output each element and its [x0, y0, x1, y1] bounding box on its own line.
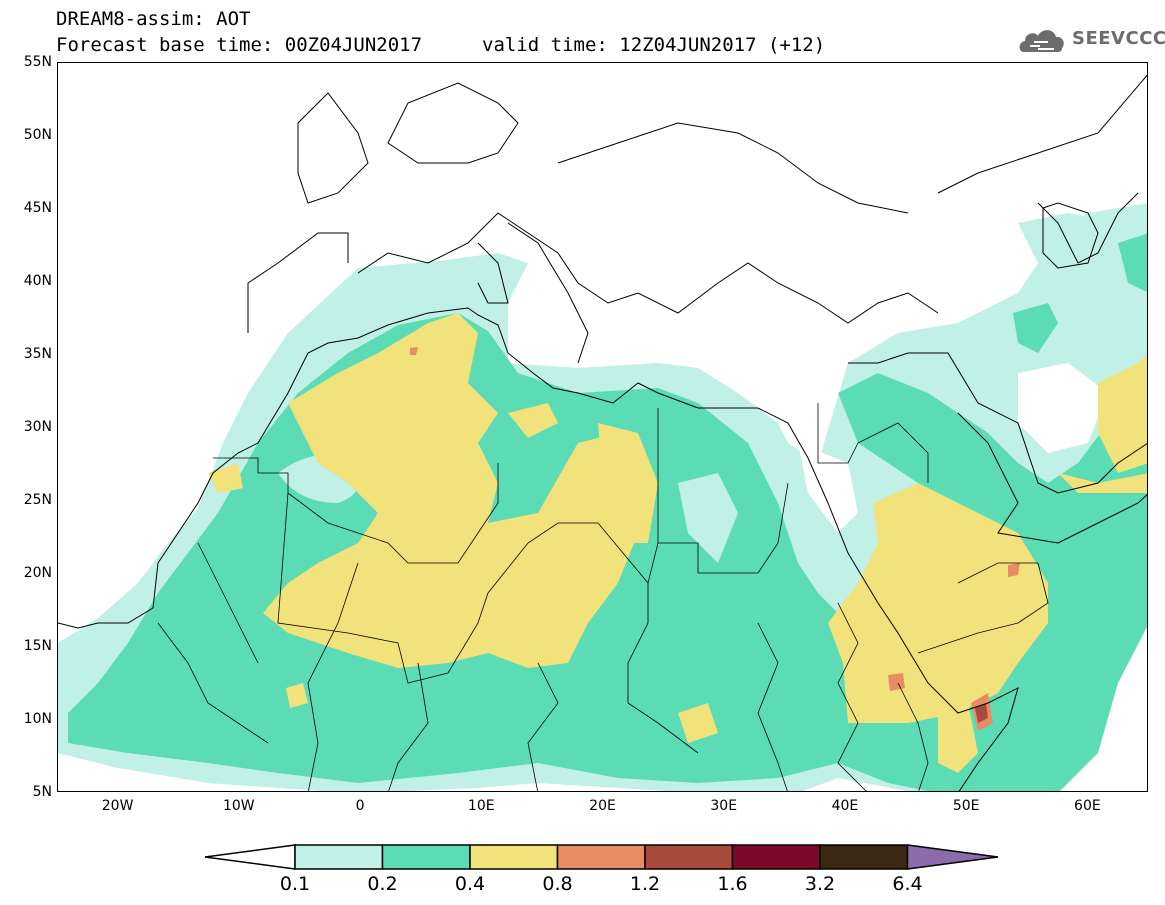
lon-label: 50E: [952, 798, 980, 814]
map-panel: [57, 62, 1148, 792]
lat-label: 20N: [23, 565, 52, 581]
colorbar-level-label: 0.4: [454, 873, 486, 895]
colorbar-level-label: 3.2: [804, 873, 836, 895]
lon-label: 60E: [1074, 798, 1101, 814]
borders: [157, 403, 1049, 791]
colorbar-segment: [644, 844, 734, 870]
colorbar-segment: [556, 844, 646, 870]
colorbar-level-label: 0.8: [542, 873, 573, 895]
colorbar-under: [205, 844, 296, 870]
colorbar-segment: [731, 844, 821, 870]
lon-label: 30E: [710, 798, 738, 814]
lat-label: 15N: [23, 638, 52, 654]
colorbar-segment: [294, 844, 384, 870]
aot-contour-1.2: [975, 703, 988, 723]
colorbar-level-label: 6.4: [892, 873, 923, 895]
lat-label: 45N: [23, 200, 52, 216]
forecast-base-time: Forecast base time: 00Z04JUN2017: [56, 34, 423, 56]
colorbar-over: [906, 844, 999, 870]
lon-label: 20E: [589, 798, 616, 814]
lat-label: 5N: [32, 784, 52, 800]
colorbar-segment: [819, 844, 909, 870]
aot-contour-0.4: [208, 313, 1147, 773]
aot-map: [58, 74, 1147, 791]
logo-text: SEEVCCC: [1072, 28, 1165, 49]
colorbar-level-label: 0.2: [367, 873, 398, 895]
cloud-logo-icon: [1019, 30, 1064, 52]
lat-label: 50N: [23, 127, 52, 143]
colorbar-level-label: 1.2: [629, 873, 661, 895]
lon-label: 0: [355, 798, 365, 814]
lon-label: 40E: [831, 798, 859, 814]
aot-clear-area: [798, 363, 1108, 533]
coastlines: [58, 74, 1147, 791]
lat-label: 35N: [23, 346, 52, 362]
lon-label: 20W: [101, 798, 134, 814]
map-title: DREAM8-assim: AOT: [56, 8, 251, 30]
colorbar-segment: [469, 844, 559, 870]
lon-label: 10W: [222, 798, 255, 814]
colorbar-level-label: 1.6: [717, 873, 748, 895]
colorbar-level-label: 0.1: [279, 873, 311, 895]
colorbar-segment: [381, 844, 471, 870]
lat-label: 40N: [23, 273, 52, 289]
aot-contour-0.8: [410, 347, 1020, 731]
lat-label: 25N: [23, 492, 52, 508]
lat-label: 30N: [23, 419, 52, 435]
lon-label: 10E: [467, 798, 495, 814]
lat-label: 55N: [23, 54, 52, 70]
valid-time: valid time: 12Z04JUN2017 (+12): [482, 34, 826, 56]
colorbar: [205, 844, 999, 870]
lat-label: 10N: [23, 711, 52, 727]
caspian-sea: [1042, 202, 1099, 269]
